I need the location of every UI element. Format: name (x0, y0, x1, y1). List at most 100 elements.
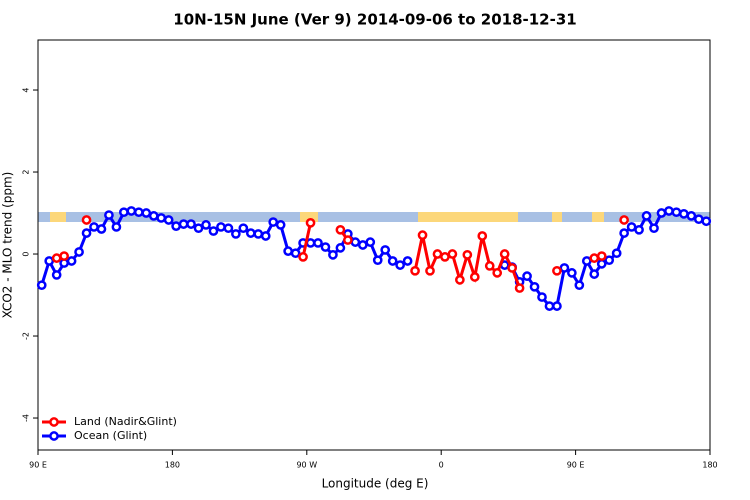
data-point (410, 265, 420, 276)
data-point (320, 242, 331, 252)
data-point (238, 223, 249, 234)
data-point (641, 211, 652, 221)
data-point (313, 238, 323, 248)
data-point (559, 263, 570, 273)
data-point (44, 256, 55, 266)
x-tick-label: 180 (165, 461, 180, 470)
data-point (171, 221, 181, 231)
data-point (552, 301, 562, 311)
data-point (343, 235, 353, 245)
data-point (36, 280, 47, 291)
data-point (619, 215, 629, 225)
land-patch (418, 212, 518, 222)
land-patch (592, 212, 604, 222)
data-point (544, 301, 555, 311)
data-point (201, 220, 211, 230)
data-point (693, 214, 704, 225)
data-point (74, 247, 84, 257)
data-point (514, 283, 525, 293)
data-point (81, 215, 92, 225)
x-tick-label: 0 (439, 461, 444, 470)
data-point (126, 206, 137, 216)
data-point (417, 230, 428, 241)
data-point (335, 243, 346, 253)
x-tick-label: 90 W (296, 461, 317, 470)
data-point (357, 240, 368, 250)
data-point (492, 268, 503, 278)
land-patch (50, 212, 66, 222)
data-point (596, 251, 607, 261)
data-point (380, 245, 391, 255)
data-point (686, 211, 697, 221)
data-point (290, 248, 301, 259)
data-point (626, 222, 637, 232)
data-point (156, 213, 167, 223)
data-point (178, 219, 189, 229)
data-point (552, 265, 562, 276)
data-point (89, 222, 99, 232)
data-point (59, 251, 69, 261)
data-point (567, 268, 577, 278)
data-point (305, 218, 316, 228)
data-point (440, 252, 450, 262)
x-tick-label: 180 (702, 461, 717, 470)
x-axis-label: Longitude (deg E) (322, 477, 429, 491)
data-point (664, 206, 674, 216)
land-patch (552, 212, 562, 222)
data-point (402, 256, 413, 266)
data-point (66, 256, 77, 266)
data-point (231, 229, 241, 239)
data-point (537, 292, 547, 302)
x-tick-label: 90 E (567, 461, 585, 470)
data-point (484, 261, 495, 271)
legend-label: Land (Nadir&Glint) (74, 415, 177, 428)
data-point (365, 237, 376, 247)
data-point (148, 211, 159, 221)
x-tick-label: 90 E (29, 461, 47, 470)
data-point (455, 275, 465, 285)
y-tick-label: -2 (22, 332, 31, 340)
data-point (119, 207, 129, 218)
data-point (283, 246, 293, 256)
data-point (81, 228, 92, 238)
data-point (649, 223, 659, 234)
ocean-strip (38, 212, 710, 222)
data-point (425, 265, 435, 276)
data-point (679, 208, 689, 219)
data-point (260, 231, 271, 241)
data-point (462, 249, 473, 260)
y-tick-label: 0 (22, 251, 31, 256)
data-point (469, 272, 480, 282)
data-point (387, 256, 398, 266)
data-point (477, 231, 488, 241)
data-point (335, 224, 346, 235)
data-point (447, 249, 458, 259)
data-point (141, 208, 152, 218)
data-point (701, 216, 712, 227)
land-patch (300, 212, 318, 222)
data-point (611, 248, 622, 259)
data-point (133, 207, 144, 218)
map-strip (38, 212, 710, 222)
data-point (245, 228, 256, 238)
data-point (634, 224, 644, 235)
data-point (223, 223, 234, 234)
data-point (432, 249, 443, 259)
y-tick-label: -4 (22, 414, 31, 422)
data-point (253, 229, 264, 239)
data-point (275, 220, 286, 230)
data-point (208, 226, 219, 236)
data-point (604, 255, 615, 266)
data-point (372, 255, 383, 266)
data-point (589, 269, 600, 279)
y-tick-label: 4 (22, 87, 31, 92)
legend-marker (49, 431, 59, 441)
data-point (193, 223, 204, 234)
data-point (298, 252, 308, 262)
data-point (186, 219, 196, 229)
data-point (268, 217, 279, 227)
data-point (216, 222, 226, 232)
plot-frame (37, 39, 711, 451)
legend-marker (49, 417, 59, 427)
